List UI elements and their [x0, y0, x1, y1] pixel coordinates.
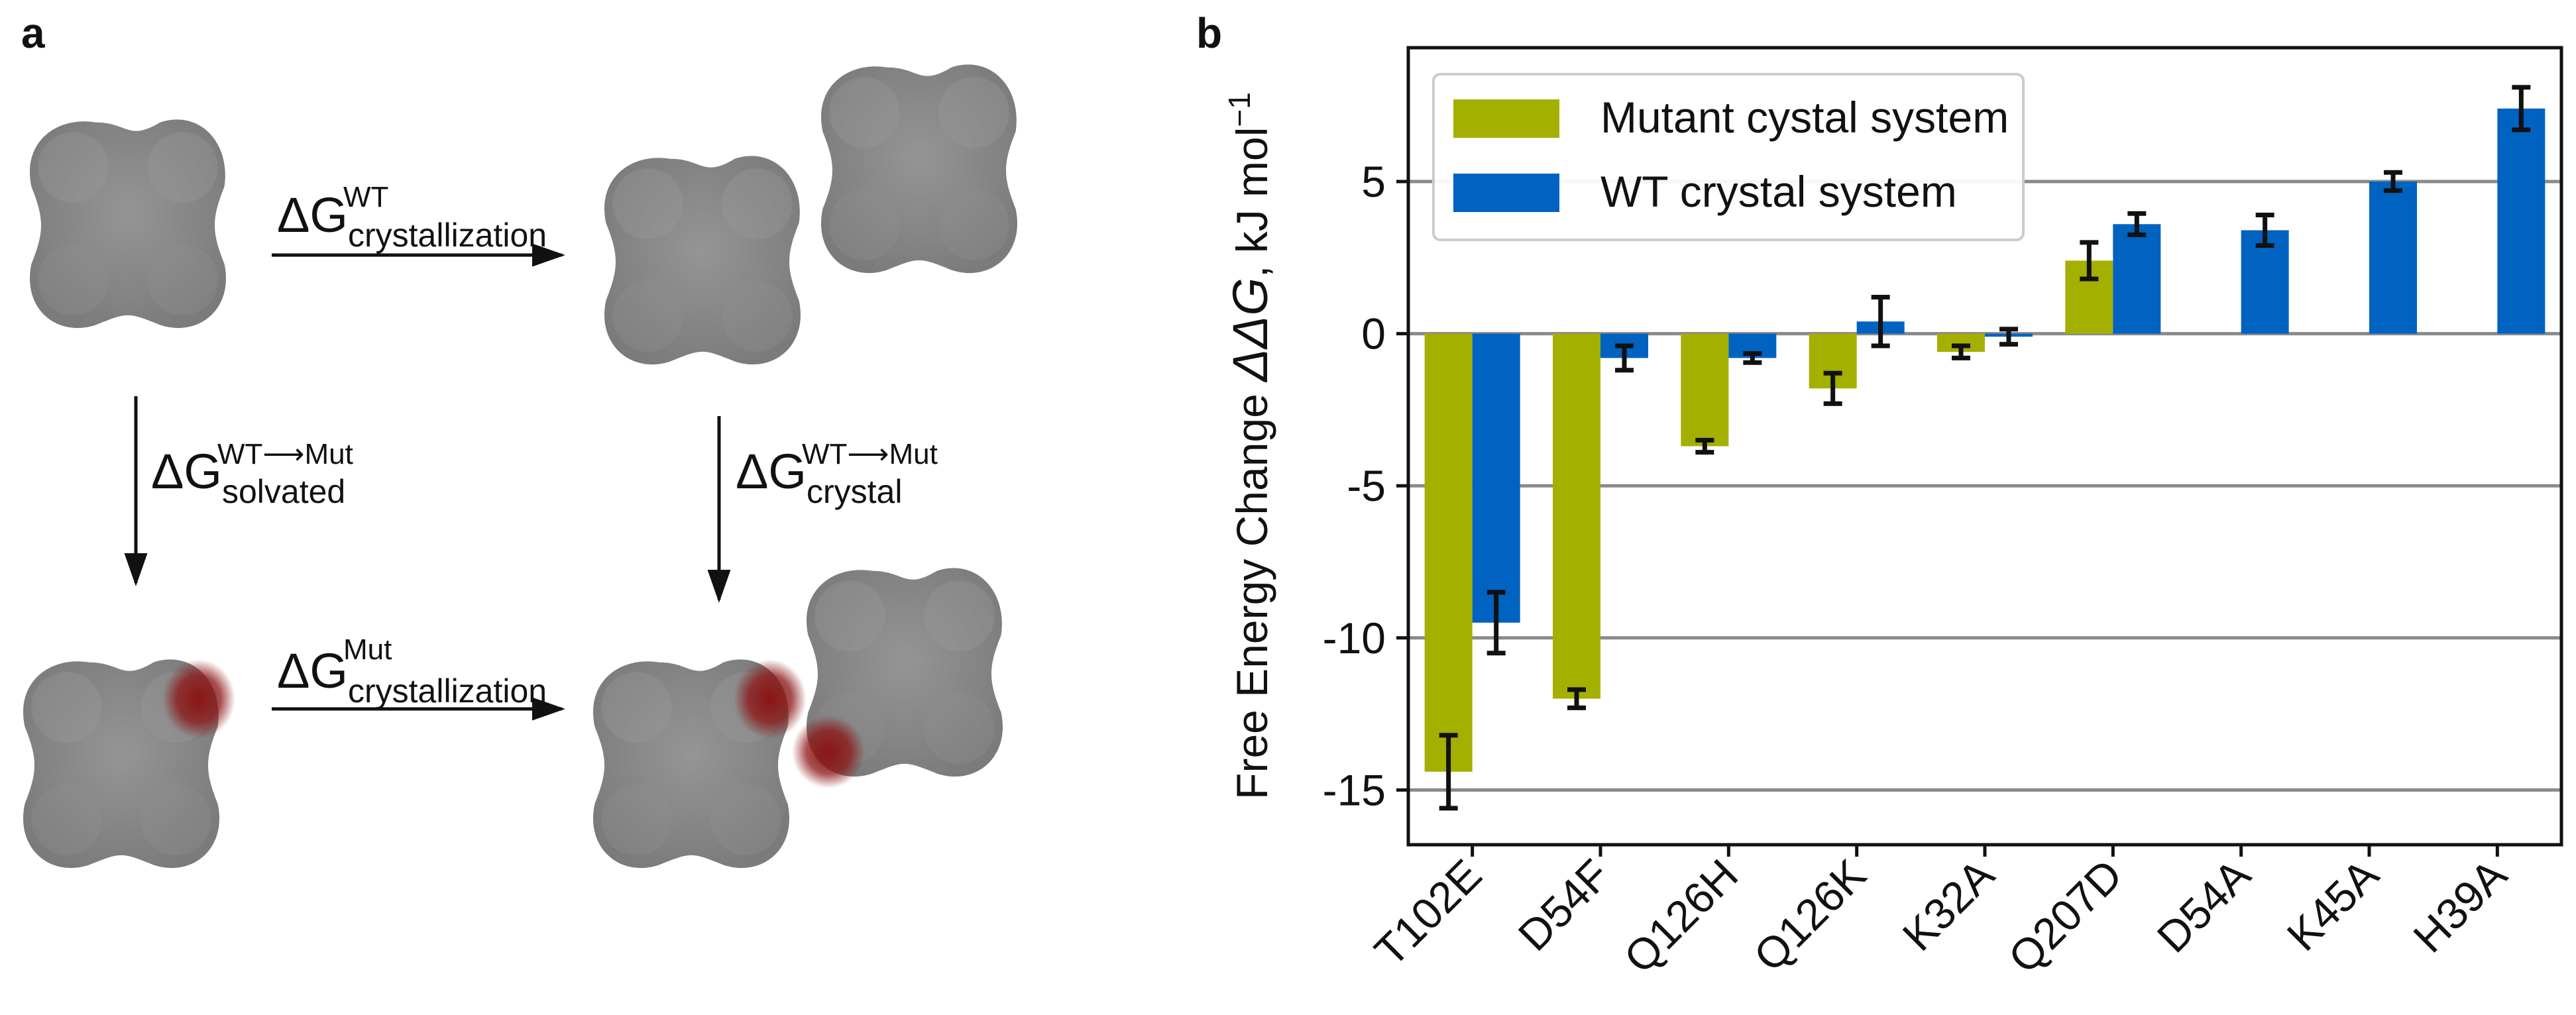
error-bar-mutant-K32A: [1952, 343, 1970, 360]
dg-subscript: crystallization: [348, 672, 547, 710]
error-bar-wt-Q126K: [1871, 295, 1890, 348]
panel-a-label: a: [21, 9, 45, 57]
molecule-wt-crystal-2: [820, 64, 1018, 274]
legend-label-wt: WT crystal system: [1600, 167, 1957, 216]
error-bar-mutant-Q126H: [1695, 437, 1714, 455]
dg-solvated-mutation-label: ΔGsolvated: [151, 444, 345, 510]
bar-mutant-T102E: [1424, 333, 1473, 772]
error-bar-wt-D54F: [1615, 343, 1634, 373]
legend-swatch-mutant: [1453, 99, 1559, 138]
dg-subscript: crystal: [807, 473, 902, 510]
y-axis-label-prefix: Free Energy Change: [1227, 382, 1276, 800]
x-tick-label-Q207D: Q207D: [1999, 850, 2131, 983]
bar-mutant-D54F: [1553, 333, 1600, 699]
error-bar-wt-H39A: [2512, 85, 2531, 133]
delta-g-symbol: ΔG: [277, 643, 348, 698]
bar-wt-K45A: [2369, 182, 2417, 334]
error-bar-wt-Q126H: [1743, 350, 1762, 365]
dg-superscript: WT⟶Mut: [217, 438, 353, 470]
molecule-wt-crystal-1: [604, 156, 801, 365]
legend: Mutant cystal system WT crystal system: [1432, 73, 2025, 241]
error-bar-mutant-T102E: [1439, 733, 1458, 811]
x-tick-label-D54F: D54F: [1508, 850, 1618, 960]
x-tick-label-K45A: K45A: [2277, 850, 2388, 961]
bar-wt-Q207D: [2113, 224, 2161, 334]
error-bar-wt-K45A: [2384, 170, 2402, 193]
dg-crystal-mutation-label: ΔGcrystal: [736, 444, 902, 510]
error-bar-mutant-Q207D: [2080, 240, 2099, 282]
delta-g-symbol: ΔG: [277, 187, 348, 242]
x-tick-label-H39A: H39A: [2404, 850, 2516, 962]
bar-wt-T102E: [1472, 333, 1520, 623]
dg-mut-crystallization-label: ΔGcrystallization: [277, 643, 547, 710]
molecule-mut-crystal-1: [592, 659, 807, 869]
legend-label-mutant: Mutant cystal system: [1600, 93, 2009, 142]
x-tick-label-Q126K: Q126K: [1744, 850, 1876, 981]
molecule-wt-solvated: [29, 119, 227, 329]
error-bar-wt-T102E: [1486, 590, 1506, 656]
y-axis-label-units: , kJ mol: [1227, 127, 1276, 278]
error-bars: [1439, 85, 2531, 811]
error-bar-wt-Q207D: [2127, 211, 2147, 237]
error-bar-mutant-Q126K: [1823, 370, 1842, 406]
x-tick-label-T102E: T102E: [1365, 850, 1491, 976]
delta-g-symbol: ΔG: [736, 444, 807, 499]
y-axis-label-symbol: ΔΔG: [1223, 278, 1278, 383]
y-axis-ticks: 5 0 -5 -10 -15: [1323, 157, 1408, 814]
error-bar-mutant-D54F: [1567, 687, 1586, 710]
dg-wt-crystallization-label: ΔGcrystallization: [277, 187, 547, 254]
y-tick-label: 0: [1361, 309, 1386, 358]
dg-subscript: crystallization: [348, 217, 547, 254]
error-bar-wt-K32A: [1999, 327, 2018, 347]
bars: [1424, 108, 2546, 772]
bar-mutant-Q126H: [1681, 333, 1729, 447]
y-tick-label: -15: [1323, 765, 1386, 814]
legend-swatch-wt: [1453, 174, 1559, 212]
y-axis-label: Free Energy Change ΔΔG, kJ mol−1: [1222, 92, 1278, 800]
y-tick-label: 5: [1361, 157, 1386, 206]
dg-superscript: Mut: [343, 633, 392, 666]
dg-superscript: WT: [343, 181, 388, 213]
mutation-site-marker: [734, 659, 807, 739]
x-tick-label-Q126H: Q126H: [1614, 850, 1747, 983]
panel-a-diagram: a ΔGcrystallization WT ΔGcrystallization: [21, 9, 1018, 869]
dg-superscript: WT⟶Mut: [802, 438, 938, 470]
dg-subscript: solvated: [222, 473, 345, 510]
y-tick-label: -5: [1347, 461, 1386, 510]
mutation-site-marker: [792, 716, 865, 788]
error-bar-wt-D54A: [2255, 213, 2274, 248]
y-axis-label-exponent: −1: [1222, 92, 1257, 127]
bar-wt-H39A: [2497, 108, 2546, 334]
delta-g-symbol: ΔG: [151, 444, 222, 499]
mutation-site-marker: [162, 659, 235, 739]
legend-box: [1432, 73, 2025, 241]
molecule-mut-crystal-2: [792, 568, 1003, 788]
panel-b-label: b: [1196, 9, 1222, 57]
x-tick-label-D54A: D54A: [2147, 850, 2259, 962]
y-tick-label: -10: [1323, 614, 1386, 663]
x-tick-label-K32A: K32A: [1893, 850, 2003, 961]
molecule-mut-solvated: [23, 659, 235, 869]
